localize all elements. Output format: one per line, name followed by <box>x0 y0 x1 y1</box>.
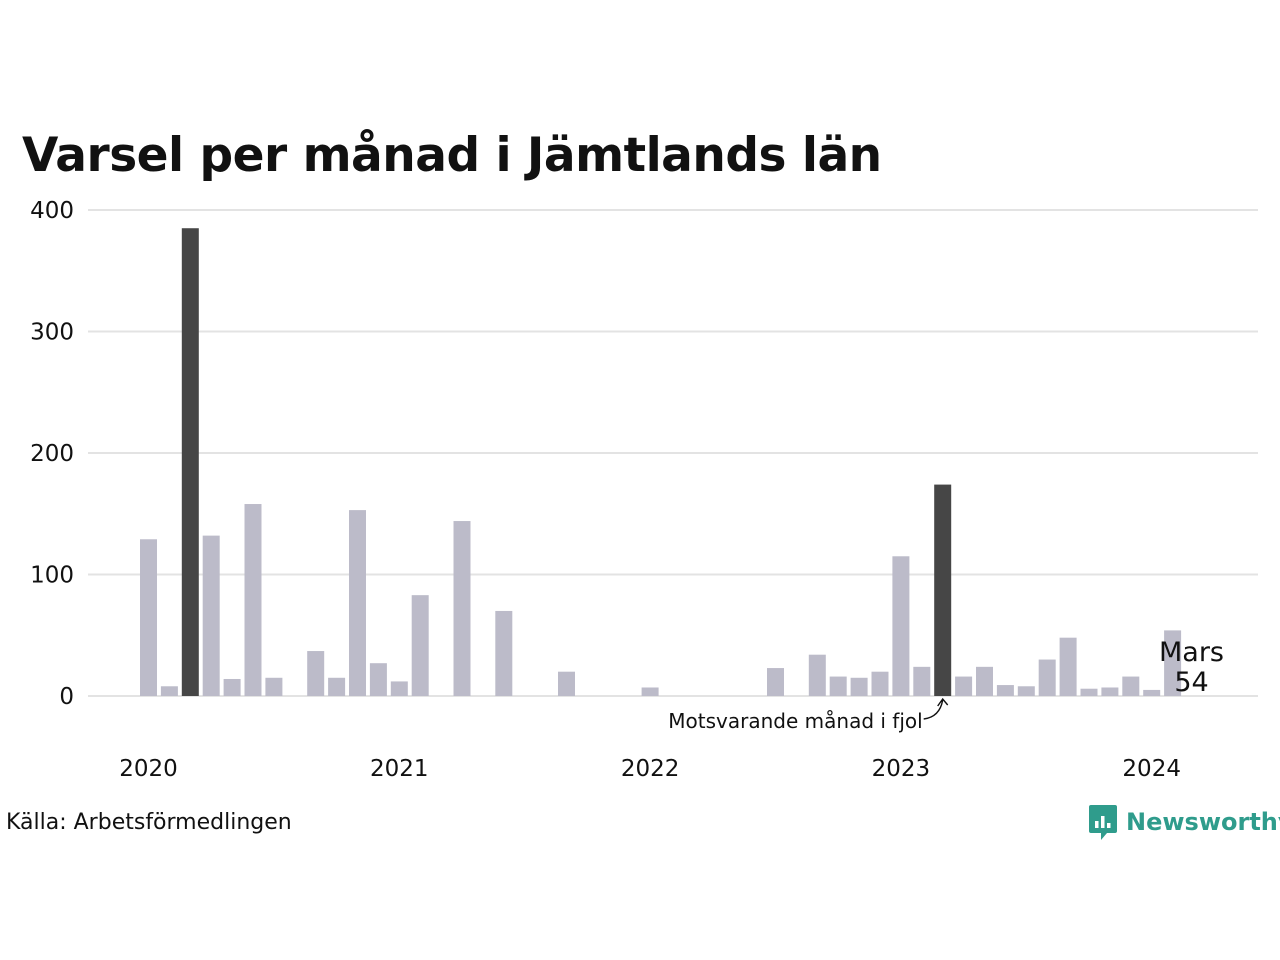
y-tick-label: 400 <box>30 198 74 224</box>
bar-2020-06 <box>244 504 262 696</box>
x-tick-label: 2020 <box>119 756 178 782</box>
bar-2023-04 <box>955 676 973 696</box>
bar-2020-10 <box>328 677 346 696</box>
x-tick-label: 2024 <box>1122 756 1181 782</box>
bar-2021-02 <box>411 595 429 696</box>
previous-year-annotation: Motsvarande månad i fjol <box>668 709 922 733</box>
x-axis: 2020 2021 2022 2023 2024 <box>119 756 1181 782</box>
bar-2020-02 <box>160 686 178 696</box>
bar-2020-09 <box>307 651 325 696</box>
bar-2020-11 <box>349 510 366 696</box>
bar-2023-10 <box>1080 688 1098 696</box>
x-tick-label: 2021 <box>370 756 429 782</box>
bar-2023-01 <box>892 556 910 696</box>
bar-2020-07 <box>265 677 283 696</box>
bar-chart: 0 100 200 300 400 2020 2021 2022 2023 2024 Motsv… <box>30 198 1258 782</box>
newsworthy-logo-icon <box>1089 805 1117 840</box>
current-value-label: 54 <box>1174 667 1208 698</box>
brand-logo[interactable]: Newsworthy <box>1088 802 1280 842</box>
bar-2020-01 <box>140 539 157 696</box>
bar-2023-11 <box>1101 687 1119 696</box>
bar-2020-04 <box>202 535 220 696</box>
y-tick-label: 100 <box>30 563 74 589</box>
gridlines <box>88 209 1258 697</box>
bar-2024-01 <box>1143 689 1161 696</box>
x-tick-label: 2022 <box>621 756 680 782</box>
y-axis: 0 100 200 300 400 <box>30 198 74 710</box>
bar-2022-11 <box>850 677 868 696</box>
bar-2022-01 <box>641 687 659 696</box>
current-month-label: Mars <box>1159 637 1224 668</box>
brand-name: Newsworthy <box>1126 808 1280 836</box>
bar-2020-03 <box>181 228 199 696</box>
y-tick-label: 200 <box>30 441 74 467</box>
y-tick-label: 0 <box>59 684 74 710</box>
bar-2024-02 <box>1164 630 1182 696</box>
bar-2023-07 <box>1017 686 1035 696</box>
bars <box>140 228 1182 696</box>
source-text: Källa: Arbetsförmedlingen <box>6 810 292 835</box>
bar-2022-12 <box>871 671 889 696</box>
annotation-arrow <box>923 697 949 720</box>
bar-2021-06 <box>495 610 513 696</box>
bar-2022-09 <box>808 654 826 696</box>
bar-2023-02 <box>913 666 931 696</box>
bar-2023-06 <box>996 685 1014 696</box>
bar-2021-04 <box>453 521 471 696</box>
bar-2020-05 <box>223 678 241 696</box>
chart-title: Varsel per månad i Jämtlands län <box>22 128 882 183</box>
bar-2023-12 <box>1122 676 1140 696</box>
bar-2020-12 <box>369 663 387 696</box>
y-tick-label: 300 <box>30 320 74 346</box>
bar-2022-10 <box>829 676 847 696</box>
bar-2023-08 <box>1038 659 1056 696</box>
bar-2022-07 <box>767 668 784 696</box>
bar-2021-01 <box>390 681 408 696</box>
bar-2023-09 <box>1059 637 1077 696</box>
annotations: Motsvarande månad i fjol Mars 54 <box>668 637 1224 733</box>
bar-2023-03 <box>934 484 952 696</box>
bar-2021-09 <box>558 671 575 696</box>
x-tick-label: 2023 <box>872 756 931 782</box>
bar-2023-05 <box>976 666 993 696</box>
